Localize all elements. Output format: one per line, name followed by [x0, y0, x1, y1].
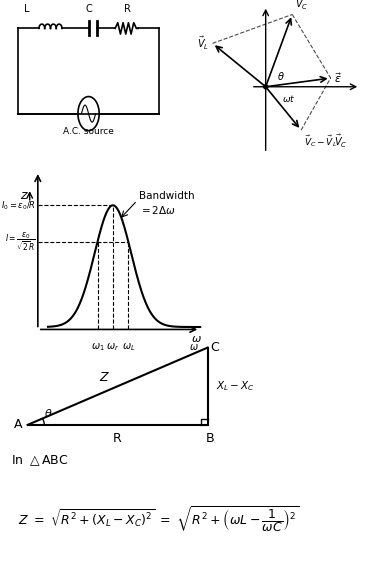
- Text: R: R: [113, 432, 122, 445]
- Text: A: A: [14, 419, 22, 431]
- Text: A.C. source: A.C. source: [63, 127, 114, 136]
- Text: B: B: [206, 432, 215, 445]
- Text: R: R: [124, 4, 131, 14]
- Text: $\vec{V}_L$: $\vec{V}_L$: [197, 35, 210, 52]
- Text: $\vec{V}_C$: $\vec{V}_C$: [334, 133, 347, 150]
- Text: $X_L - X_C$: $X_L - X_C$: [216, 379, 255, 393]
- Text: $\vec{V}_C$: $\vec{V}_C$: [295, 0, 308, 11]
- Text: L: L: [24, 4, 29, 14]
- Text: $I_0 = \varepsilon_0/R$: $I_0 = \varepsilon_0/R$: [1, 199, 36, 211]
- Text: $\omega_1$: $\omega_1$: [91, 341, 104, 353]
- Text: $\vec{V}_C - \vec{V}_L$: $\vec{V}_C - \vec{V}_L$: [304, 133, 337, 149]
- Text: $\omega$: $\omega$: [189, 341, 199, 352]
- Text: $\vec{\varepsilon}$: $\vec{\varepsilon}$: [334, 71, 342, 85]
- Text: Bandwidth: Bandwidth: [139, 190, 195, 201]
- Text: z: z: [20, 189, 27, 202]
- Text: $\theta$: $\theta$: [277, 69, 285, 82]
- Text: $\omega_r$: $\omega_r$: [106, 341, 120, 353]
- Text: $\omega$: $\omega$: [191, 334, 201, 344]
- Text: $\theta$: $\theta$: [44, 407, 53, 419]
- Text: C: C: [85, 4, 92, 14]
- Text: $= 2\Delta\omega$: $= 2\Delta\omega$: [139, 204, 176, 216]
- Text: $Z \ = \ \sqrt{R^2 + (X_L - X_C)^2} \ = \ \sqrt{R^2 + \left(\omega L - \dfrac{1}: $Z \ = \ \sqrt{R^2 + (X_L - X_C)^2} \ = …: [18, 504, 300, 534]
- Text: Z: Z: [100, 371, 108, 384]
- Text: In $\triangle$ABC: In $\triangle$ABC: [11, 453, 68, 467]
- Text: C: C: [210, 341, 219, 354]
- Text: $\omega_L$: $\omega_L$: [121, 341, 135, 353]
- Text: $\omega t$: $\omega t$: [282, 93, 295, 103]
- Circle shape: [263, 85, 268, 89]
- Text: $I = \dfrac{\varepsilon_0}{\sqrt{2}R}$: $I = \dfrac{\varepsilon_0}{\sqrt{2}R}$: [6, 231, 36, 253]
